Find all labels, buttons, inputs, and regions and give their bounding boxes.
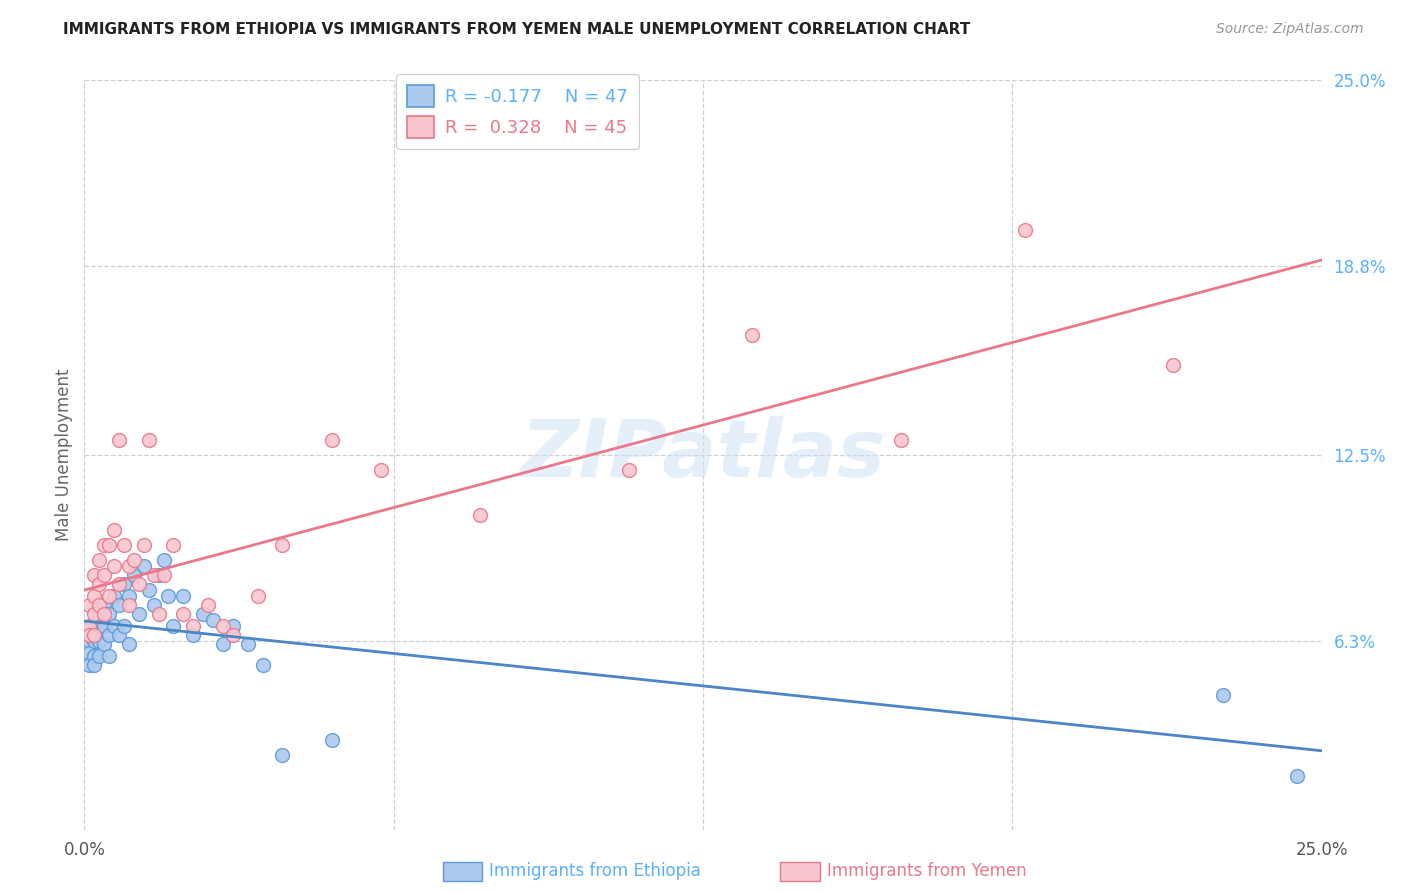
Point xyxy=(98,648,121,663)
Point xyxy=(108,598,131,612)
Point xyxy=(89,648,111,663)
Point xyxy=(246,589,269,603)
Point xyxy=(89,598,111,612)
Text: Source: ZipAtlas.com: Source: ZipAtlas.com xyxy=(1216,22,1364,37)
Point xyxy=(1212,688,1234,702)
Point xyxy=(108,576,131,591)
Point xyxy=(152,553,174,567)
Point xyxy=(252,657,274,672)
Point xyxy=(138,433,160,447)
Point xyxy=(79,619,101,633)
Point xyxy=(79,633,101,648)
Point xyxy=(741,328,763,343)
Point xyxy=(103,558,125,573)
Point xyxy=(112,619,135,633)
Point xyxy=(181,619,204,633)
Point xyxy=(191,607,214,621)
Point xyxy=(118,589,141,603)
Point xyxy=(93,637,115,651)
Point xyxy=(128,607,150,621)
Point xyxy=(89,633,111,648)
Point xyxy=(98,589,121,603)
Point xyxy=(98,628,121,642)
Point xyxy=(132,538,155,552)
Point xyxy=(1285,769,1308,783)
Point xyxy=(83,648,105,663)
Point xyxy=(79,628,101,642)
Point xyxy=(321,732,343,747)
Text: Immigrants from Ethiopia: Immigrants from Ethiopia xyxy=(489,863,702,880)
Point xyxy=(79,657,101,672)
Point xyxy=(222,628,245,642)
Point xyxy=(118,637,141,651)
Point xyxy=(370,463,392,477)
Point xyxy=(122,567,145,582)
Point xyxy=(83,657,105,672)
Point xyxy=(93,607,115,621)
Point xyxy=(93,598,115,612)
Point xyxy=(122,553,145,567)
Point xyxy=(79,646,101,660)
Point xyxy=(93,619,115,633)
Point xyxy=(79,598,101,612)
Point xyxy=(93,567,115,582)
Point xyxy=(132,558,155,573)
Point xyxy=(83,628,105,642)
Point xyxy=(236,637,259,651)
Text: Immigrants from Yemen: Immigrants from Yemen xyxy=(827,863,1026,880)
Point xyxy=(89,619,111,633)
Point xyxy=(98,538,121,552)
Point xyxy=(890,433,912,447)
Y-axis label: Male Unemployment: Male Unemployment xyxy=(55,368,73,541)
Text: ZIPatlas: ZIPatlas xyxy=(520,416,886,494)
Point xyxy=(148,607,170,621)
Point xyxy=(83,628,105,642)
Point xyxy=(148,567,170,582)
Point xyxy=(142,598,165,612)
Point xyxy=(79,622,101,636)
Point xyxy=(103,523,125,537)
Point xyxy=(98,607,121,621)
Point xyxy=(93,538,115,552)
Point xyxy=(152,567,174,582)
Point xyxy=(118,558,141,573)
Point xyxy=(222,619,245,633)
Point xyxy=(1161,358,1184,372)
Point xyxy=(1014,223,1036,237)
Point xyxy=(83,567,105,582)
Point xyxy=(617,463,640,477)
Point xyxy=(172,607,194,621)
Point xyxy=(470,508,492,522)
Point xyxy=(89,553,111,567)
Point xyxy=(212,637,235,651)
Point xyxy=(89,576,111,591)
Point xyxy=(138,582,160,597)
Point xyxy=(157,589,180,603)
Point xyxy=(83,589,105,603)
Text: IMMIGRANTS FROM ETHIOPIA VS IMMIGRANTS FROM YEMEN MALE UNEMPLOYMENT CORRELATION : IMMIGRANTS FROM ETHIOPIA VS IMMIGRANTS F… xyxy=(63,22,970,37)
Point xyxy=(162,538,184,552)
Legend: R = -0.177    N = 47, R =  0.328    N = 45: R = -0.177 N = 47, R = 0.328 N = 45 xyxy=(396,74,638,149)
Point xyxy=(128,576,150,591)
Point xyxy=(108,433,131,447)
Point xyxy=(118,598,141,612)
Point xyxy=(103,619,125,633)
Point xyxy=(112,538,135,552)
Point xyxy=(112,576,135,591)
Point xyxy=(271,538,294,552)
Point xyxy=(271,747,294,762)
Point xyxy=(172,589,194,603)
Point xyxy=(83,607,105,621)
Point xyxy=(321,433,343,447)
Point xyxy=(89,607,111,621)
Point xyxy=(103,589,125,603)
Point xyxy=(202,613,225,627)
Point xyxy=(83,633,105,648)
Point xyxy=(197,598,219,612)
Point xyxy=(108,628,131,642)
Point xyxy=(212,619,235,633)
Point xyxy=(181,628,204,642)
Point xyxy=(142,567,165,582)
Point xyxy=(162,619,184,633)
